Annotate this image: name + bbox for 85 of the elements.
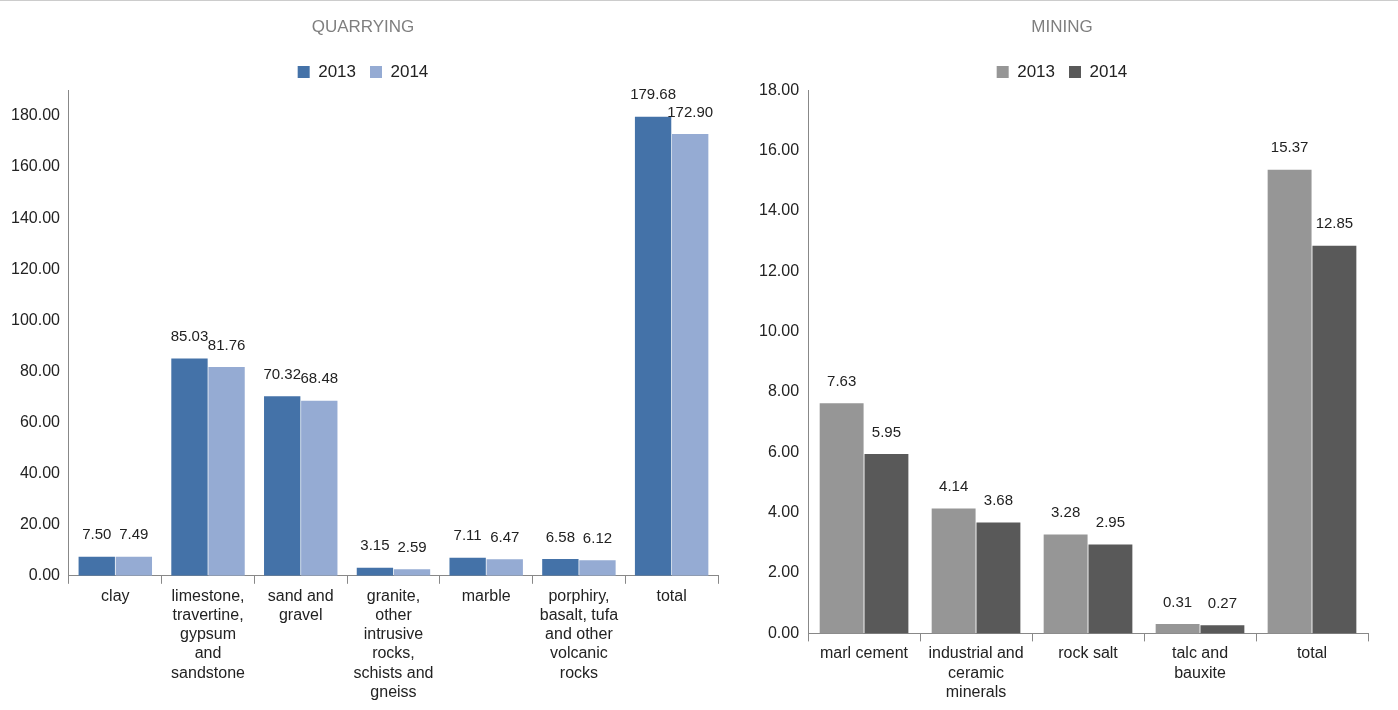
- bar: [264, 396, 301, 576]
- y-tick-label: 10.00: [758, 322, 800, 340]
- x-tick-label: marble: [461, 586, 511, 604]
- bar: [301, 400, 338, 576]
- y-tick-label: 120.00: [11, 259, 61, 277]
- legend-label: 2013: [1017, 61, 1056, 81]
- y-tick-label: 20.00: [19, 515, 61, 533]
- data-label: 15.37: [1270, 138, 1309, 156]
- y-tick-label: 140.00: [11, 208, 61, 226]
- bar: [393, 569, 431, 576]
- x-tick-label: porphiry, basalt, tufa and other volcanic rocks: [539, 586, 619, 681]
- data-label: 70.32: [263, 364, 301, 382]
- y-tick-label: 180.00: [11, 106, 61, 124]
- bar: [1312, 245, 1357, 634]
- y-tick-label: 16.00: [758, 141, 800, 159]
- data-label: 85.03: [170, 327, 209, 345]
- bar: [579, 560, 616, 576]
- data-label: 2.59: [397, 537, 427, 555]
- legend-label: 2014: [1089, 61, 1128, 81]
- bar: [672, 134, 709, 576]
- x-tick-label: rock salt: [1058, 644, 1119, 662]
- x-tick-label: sand and gravel: [267, 586, 334, 624]
- bar: [78, 556, 115, 576]
- y-tick-label: 0.00: [767, 623, 800, 641]
- y-tick-label: 40.00: [19, 464, 61, 482]
- y-tick-label: 8.00: [767, 382, 800, 400]
- y-tick-label: 100.00: [11, 310, 61, 328]
- chart-title: QUARRYING: [311, 16, 415, 36]
- y-tick-label: 14.00: [758, 201, 800, 219]
- data-label: 0.27: [1207, 593, 1238, 611]
- legend-label: 2014: [390, 61, 429, 81]
- y-tick-label: 18.00: [758, 80, 800, 98]
- x-tick-label: total: [656, 586, 687, 604]
- bar: [486, 559, 523, 576]
- y-tick-label: 0.00: [28, 566, 61, 584]
- data-label: 7.50: [82, 525, 112, 543]
- x-tick-label: granite, other intrusive rocks, schists and gneiss: [353, 586, 434, 700]
- bar: [1267, 169, 1312, 634]
- data-label: 7.63: [827, 371, 857, 389]
- bar: [819, 403, 864, 634]
- x-tick-label: marl cement: [820, 644, 909, 662]
- bar: [931, 508, 976, 634]
- bar: [542, 558, 579, 576]
- x-tick-label: limestone, travertine, gypsum and sandstone: [171, 586, 246, 681]
- chart-title: MINING: [1031, 16, 1093, 36]
- bar: [449, 557, 486, 576]
- data-label: 6.47: [490, 527, 520, 545]
- y-tick-label: 2.00: [767, 563, 800, 581]
- y-tick-label: 160.00: [11, 157, 61, 175]
- data-label: 68.48: [300, 369, 339, 387]
- data-label: 81.76: [207, 335, 246, 353]
- data-label: 12.85: [1315, 214, 1354, 232]
- data-label: 3.28: [1051, 503, 1081, 521]
- bar: [115, 556, 153, 576]
- bar: [1043, 534, 1088, 634]
- legend-label: 2013: [318, 61, 357, 81]
- bar: [976, 522, 1021, 634]
- data-label: 179.68: [630, 85, 677, 103]
- x-tick-label: total: [1296, 644, 1328, 662]
- bar: [634, 116, 672, 576]
- data-label: 7.11: [453, 526, 482, 544]
- bar: [1155, 624, 1200, 634]
- data-label: 4.14: [939, 477, 969, 495]
- data-label: 6.12: [582, 528, 613, 546]
- y-tick-label: 60.00: [19, 412, 61, 430]
- y-tick-label: 80.00: [19, 361, 61, 379]
- y-tick-label: 12.00: [758, 261, 800, 279]
- y-tick-label: 6.00: [767, 442, 800, 460]
- bar: [171, 358, 208, 576]
- y-tick-label: 4.00: [767, 503, 800, 521]
- bar: [1088, 544, 1133, 634]
- x-tick-label: talc and bauxite: [1171, 644, 1229, 681]
- x-tick-label: clay: [101, 586, 130, 604]
- data-label: 5.95: [871, 422, 902, 440]
- data-label: 7.49: [119, 525, 149, 543]
- data-label: 0.31: [1163, 592, 1193, 610]
- data-label: 172.90: [667, 102, 714, 120]
- data-label: 3.15: [360, 536, 390, 554]
- bar: [1200, 625, 1245, 634]
- bar: [208, 366, 245, 576]
- data-label: 6.58: [545, 527, 575, 545]
- data-label: 3.68: [983, 491, 1014, 509]
- bar: [864, 453, 909, 634]
- data-label: 2.95: [1095, 513, 1126, 531]
- x-tick-label: industrial and ceramic minerals: [928, 644, 1024, 700]
